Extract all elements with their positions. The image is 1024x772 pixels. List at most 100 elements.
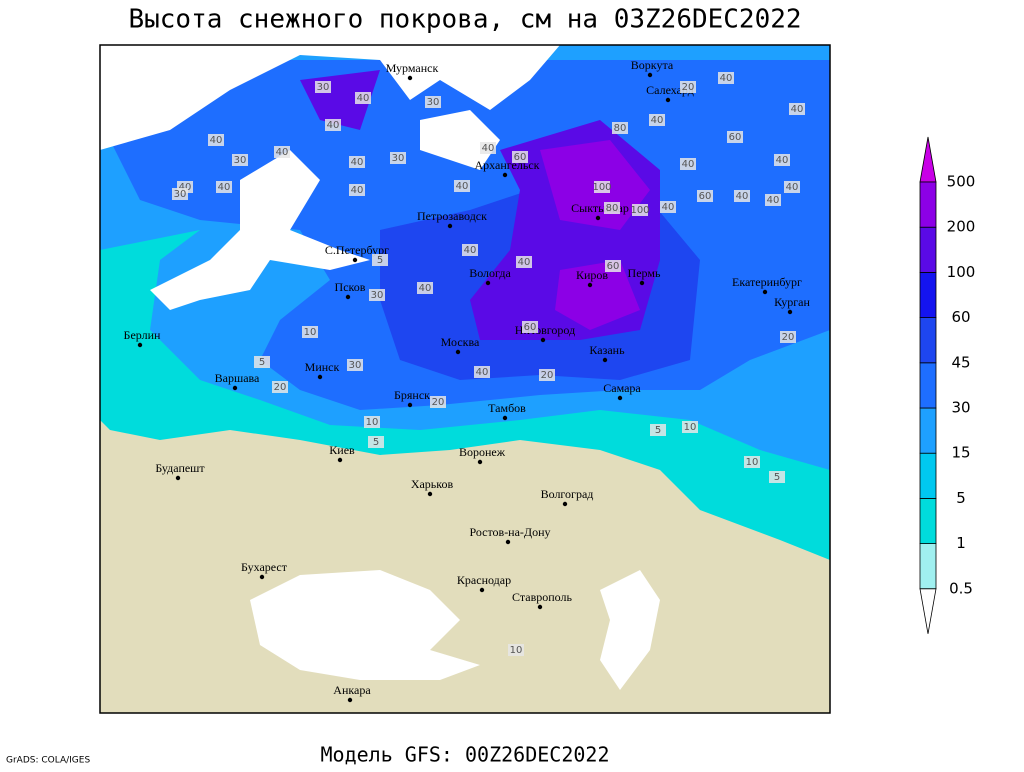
city-label: Волгоград [541, 487, 594, 501]
colorbar-label: 200 [947, 218, 976, 236]
contour-label-bg [539, 369, 555, 381]
contour-label: 40 [357, 93, 370, 104]
contour-label-bg [372, 254, 388, 266]
contour-label: 40 [776, 155, 789, 166]
city-dot [407, 402, 413, 408]
contour-label-bg [349, 184, 365, 196]
contour-label-bg [632, 204, 648, 216]
contour-label: 40 [210, 135, 223, 146]
city-dot [175, 475, 181, 481]
contour-label: 40 [482, 143, 495, 154]
city-dot [407, 75, 413, 81]
colorbar-band [919, 407, 937, 454]
contour-label-bg [650, 424, 666, 436]
city-label: Пермь [628, 266, 661, 280]
contour-label-bg [605, 260, 621, 272]
contour-label-bg [612, 122, 628, 134]
city-dot [347, 697, 353, 703]
city-dot [639, 280, 645, 286]
credit: GrADS: COLA/IGES [6, 756, 90, 766]
colorbar-label: 15 [951, 444, 970, 462]
contour-label-bg [208, 134, 224, 146]
contour-label-bg [425, 96, 441, 108]
contour-label: 40 [456, 181, 469, 192]
contour-label: 20 [541, 370, 554, 381]
colorbar-band [919, 317, 937, 364]
city-dot [477, 459, 483, 465]
city-label: Псков [335, 280, 366, 294]
contour-label: 60 [699, 191, 712, 202]
contour-label: 40 [464, 245, 477, 256]
city-dot [537, 604, 543, 610]
city-label: Мурманск [386, 61, 439, 75]
contour-label: 30 [317, 82, 330, 93]
contour-label: 40 [767, 195, 780, 206]
contour-label-bg [765, 194, 781, 206]
contour-label-bg [272, 381, 288, 393]
contour-label-bg [315, 81, 331, 93]
city-label: Сыктывкар [571, 201, 629, 215]
contour-label: 60 [514, 152, 527, 163]
contour-label-bg [390, 152, 406, 164]
city-label: Воркута [631, 58, 674, 72]
colorbar-band [919, 543, 937, 590]
contour-label: 40 [786, 182, 799, 193]
city-label: Киев [329, 443, 355, 457]
contour-label-bg [474, 366, 490, 378]
contour-label: 5 [373, 437, 379, 448]
contour-label: 40 [476, 367, 489, 378]
city-dot [540, 337, 546, 343]
contour-label-bg [649, 114, 665, 126]
contour-label: 80 [614, 123, 627, 134]
colorbar-label: 5 [956, 489, 966, 507]
contour-label: 40 [419, 283, 432, 294]
contour-label: 40 [791, 104, 804, 115]
city-label: Вологда [469, 266, 511, 280]
city-dot [317, 374, 323, 380]
city-dot [485, 280, 491, 286]
contour-label-bg [727, 131, 743, 143]
contour-label-bg [302, 326, 318, 338]
contour-label: 5 [377, 255, 383, 266]
contour-label: 10 [304, 327, 317, 338]
map-frame [99, 44, 831, 714]
colorbar-band [919, 226, 937, 273]
contour-label: 20 [274, 382, 287, 393]
contour-label: 20 [432, 397, 445, 408]
city-label: Краснодар [457, 573, 511, 587]
contour-label-bg [480, 142, 496, 154]
city-dot [617, 395, 623, 401]
contour-label-bg [516, 256, 532, 268]
contour-label-bg [784, 181, 800, 193]
city-label: Архангельск [475, 158, 540, 172]
city-dot [502, 415, 508, 421]
barents-sea [100, 45, 560, 150]
contour-label: 40 [736, 191, 749, 202]
contour-label: 40 [351, 185, 364, 196]
contour-label: 40 [327, 120, 340, 131]
colorbar-band [919, 362, 937, 409]
city-dot [502, 172, 508, 178]
footer: Модель GFS: 00Z26DEC2022 [321, 743, 610, 767]
contour-label-bg [462, 244, 478, 256]
contour-label-bg [368, 436, 384, 448]
contour-label: 40 [662, 202, 675, 213]
contour-label: 5 [774, 472, 780, 483]
colorbar-band [919, 271, 937, 318]
city-dot [352, 257, 358, 263]
city-label: С.Петербург [325, 243, 389, 257]
contour-label: 40 [651, 115, 664, 126]
contour-label: 5 [259, 357, 265, 368]
contour-label-bg [430, 396, 446, 408]
colorbar-band [919, 181, 937, 228]
city-dot [479, 587, 485, 593]
contour-label: 60 [524, 322, 537, 333]
contour-label: 40 [351, 157, 364, 168]
contour-label-bg [369, 289, 385, 301]
contour-label: 40 [720, 73, 733, 84]
city-label: Москва [441, 335, 480, 349]
contour-label: 30 [427, 97, 440, 108]
contour-label: 30 [234, 155, 247, 166]
colorbar-label: 45 [951, 353, 970, 371]
